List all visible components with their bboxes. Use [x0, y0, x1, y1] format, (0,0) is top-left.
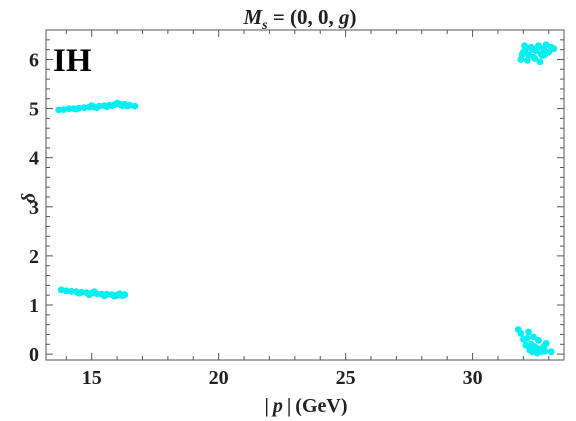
title-subscript: s: [261, 18, 268, 33]
data-point: [88, 102, 96, 109]
data-point: [60, 106, 68, 113]
title-variable: M: [242, 5, 263, 29]
data-point: [75, 289, 83, 297]
y-tick-label: 5: [29, 99, 39, 121]
data-point: [536, 345, 544, 353]
data-point: [535, 337, 542, 344]
data-point: [531, 55, 539, 62]
data-point: [542, 339, 550, 347]
plot-frame: [45, 29, 565, 361]
data-point: [113, 99, 121, 107]
y-tick-label: 3: [29, 197, 39, 219]
data-point: [62, 287, 70, 295]
data-point: [93, 104, 101, 111]
y-tick-label: 1: [29, 295, 39, 317]
data-point: [528, 348, 536, 356]
title-g: g: [338, 5, 350, 29]
data-point: [101, 292, 108, 300]
data-point: [123, 102, 131, 110]
x-tick-label: 25: [336, 367, 356, 389]
data-point: [541, 347, 549, 355]
data-point: [530, 333, 537, 341]
x-axis-label-bar-left: |: [264, 395, 268, 417]
data-point: [80, 104, 88, 111]
title-close: ): [350, 5, 357, 29]
x-axis-label: | p | (GeV): [264, 395, 347, 417]
data-point: [116, 290, 123, 298]
corner-label: IH: [53, 43, 92, 79]
x-tick-label: 15: [82, 367, 102, 389]
data-point: [528, 46, 536, 53]
y-tick-label: 2: [29, 246, 39, 268]
data-point: [103, 103, 111, 110]
data-point: [541, 51, 549, 58]
y-axis-label: δ: [18, 193, 40, 203]
x-tick-label: 20: [209, 367, 229, 389]
data-point: [73, 105, 80, 113]
data-point: [118, 102, 126, 109]
data-point: [90, 288, 98, 296]
data-point: [523, 57, 531, 64]
data-point: [542, 41, 550, 49]
data-point: [518, 51, 526, 58]
data-point: [65, 105, 73, 112]
title-rest: = (0, 0,: [268, 5, 339, 29]
x-axis-label-unit: (GeV): [295, 395, 347, 417]
data-point: [131, 102, 139, 110]
y-tick-label: 0: [29, 344, 39, 366]
data-point: [85, 291, 93, 299]
data-point: [521, 42, 528, 50]
y-tick-label: 6: [29, 49, 39, 71]
axis-ticks: 15 20 25 30 0 1 2 3 4 5 6: [29, 30, 564, 389]
data-point: [68, 287, 75, 295]
data-point: [121, 291, 129, 299]
data-point: [536, 58, 544, 66]
data-point: [108, 102, 116, 109]
x-tick-label: 30: [463, 367, 483, 389]
data-points: [55, 41, 558, 357]
x-axis-label-bar-right: |: [287, 395, 291, 417]
data-point: [517, 330, 525, 337]
data-point: [57, 286, 65, 294]
chart-title: Ms = (0, 0, g): [242, 5, 356, 33]
data-point: [55, 106, 63, 114]
data-point: [522, 341, 530, 349]
data-point: [547, 348, 555, 356]
data-point: [523, 335, 531, 342]
data-point: [525, 328, 532, 336]
y-tick-label: 4: [29, 148, 39, 170]
x-axis-label-variable: p: [271, 395, 283, 417]
data-point: [550, 45, 558, 53]
